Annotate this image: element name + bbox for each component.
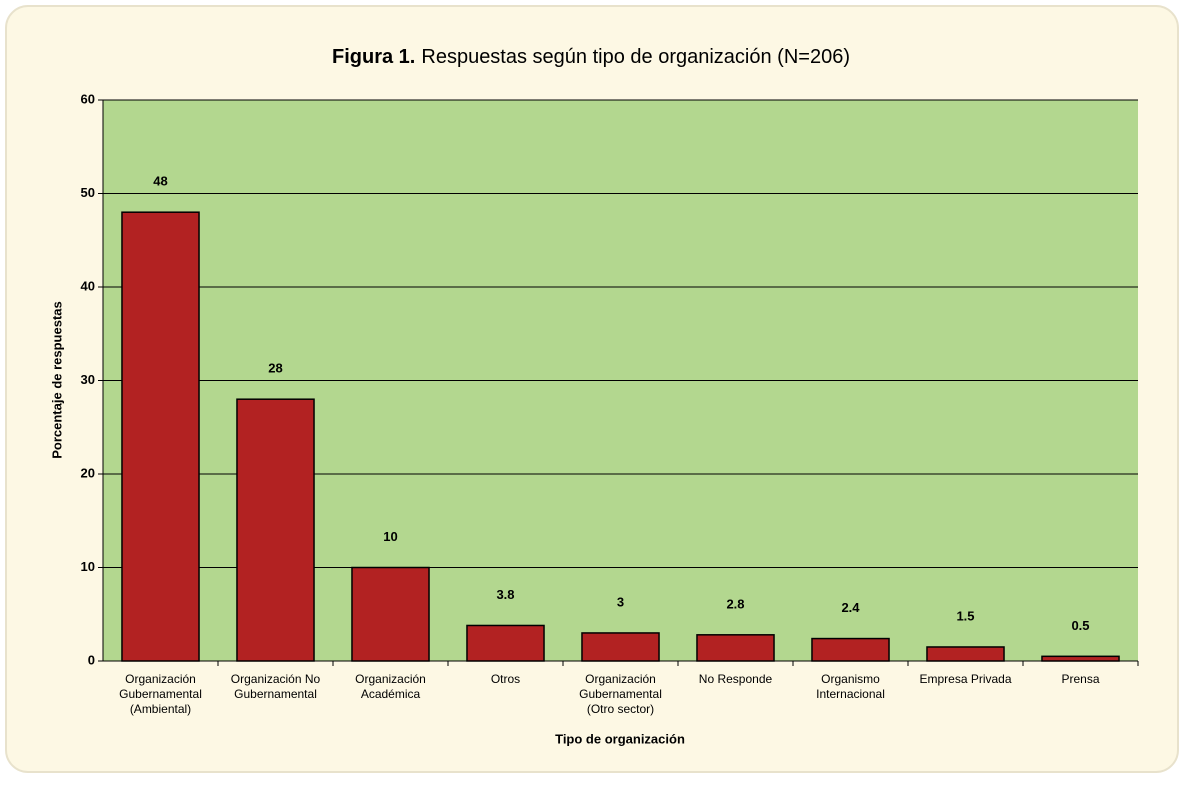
x-tick-line: Académica <box>361 687 421 701</box>
title-prefix: Figura 1. <box>332 46 415 68</box>
x-tick-line: Organismo <box>821 672 880 686</box>
x-tick-line: Prensa <box>1061 672 1099 686</box>
x-tick-line: No Responde <box>699 672 773 686</box>
x-tick-label: Organización No Gubernamental <box>231 672 321 701</box>
x-tick-line: Internacional <box>816 687 885 701</box>
bar <box>926 646 1005 662</box>
x-tick-line: Gubernamental <box>119 687 202 701</box>
bar <box>811 637 890 662</box>
value-label: 1.5 <box>956 608 974 623</box>
x-tick-line: Empresa Privada <box>919 672 1011 686</box>
y-axis-title: Porcentaje de respuestas <box>49 301 64 459</box>
value-label: 2.4 <box>841 600 860 615</box>
x-tick-label: Empresa Privada <box>919 672 1011 686</box>
value-label: 2.8 <box>726 596 744 611</box>
x-tick-line: Otros <box>491 672 520 686</box>
bar <box>696 634 775 662</box>
x-tick-line: (Ambiental) <box>130 702 191 716</box>
x-tick-label: Organización Gubernamental (Otro sector) <box>579 672 662 716</box>
value-label: 48 <box>153 174 167 189</box>
value-label: 10 <box>383 529 397 544</box>
x-tick-label: No Responde <box>699 672 773 686</box>
x-tick-label: Organización Académica <box>355 672 426 701</box>
x-tick-line: Organización <box>585 672 656 686</box>
bar <box>121 211 200 662</box>
x-tick-label: Organización Gubernamental (Ambiental) <box>119 672 202 716</box>
y-tick-label: 40 <box>81 278 95 293</box>
x-tick-label: Prensa <box>1061 672 1099 686</box>
y-tick-label: 20 <box>81 465 95 480</box>
x-tick-line: Gubernamental <box>234 687 317 701</box>
y-tick-label: 10 <box>81 559 95 574</box>
x-tick-label: Organismo Internacional <box>816 672 885 701</box>
bar <box>581 632 660 662</box>
value-label: 0.5 <box>1071 618 1089 633</box>
value-label: 3.8 <box>496 587 514 602</box>
x-tick-label: Otros <box>491 672 520 686</box>
x-tick-line: (Otro sector) <box>587 702 654 716</box>
y-tick-label: 0 <box>88 652 95 667</box>
y-tick-label: 50 <box>81 185 95 200</box>
x-tick-line: Gubernamental <box>579 687 662 701</box>
x-tick-line: Organización No <box>231 672 321 686</box>
x-tick-line: Organización <box>355 672 426 686</box>
chart-title: Figura 1. Respuestas según tipo de organi… <box>332 46 850 68</box>
y-tick-label: 30 <box>81 372 95 387</box>
bar <box>1041 655 1120 662</box>
x-axis-title: Tipo de organización <box>555 731 685 746</box>
bar <box>466 624 545 662</box>
bar <box>236 398 315 662</box>
x-tick-line: Organización <box>125 672 196 686</box>
value-label: 28 <box>268 361 282 376</box>
value-label: 3 <box>617 594 624 609</box>
y-tick-label: 60 <box>81 91 95 106</box>
bar <box>351 566 430 662</box>
title-text: Respuestas según tipo de organización (N… <box>421 46 850 68</box>
